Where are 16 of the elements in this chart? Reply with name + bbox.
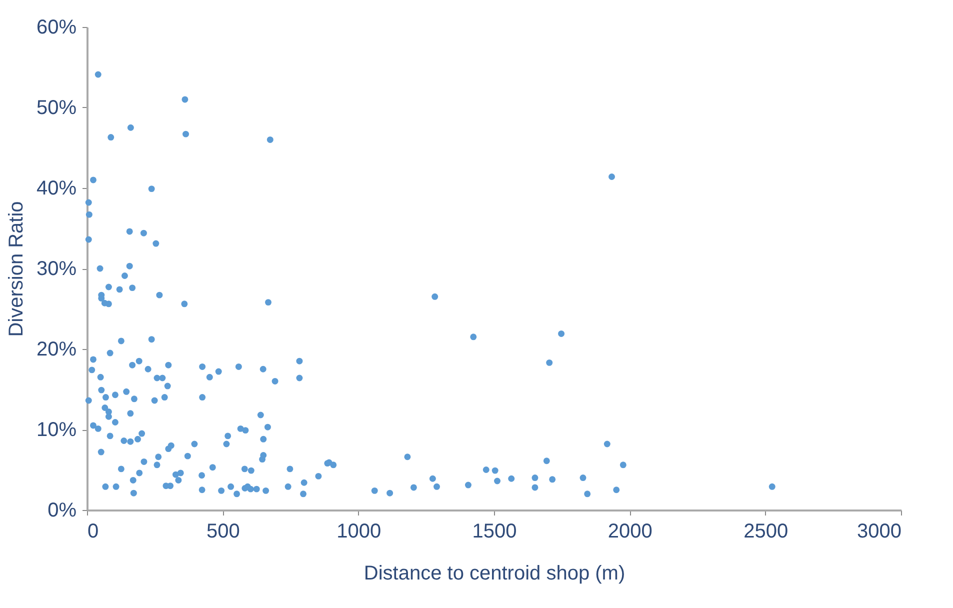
y-tick-label: 50% [36, 97, 77, 119]
x-tick-label: 1500 [472, 520, 517, 542]
y-tick-label: 40% [36, 178, 77, 200]
y-tick-label: 20% [36, 338, 77, 360]
x-tick-label: 2000 [608, 520, 652, 542]
x-tick-label: 3000 [857, 520, 902, 542]
y-tick-label: 60% [36, 16, 77, 38]
y-axis-title: Diversion Ratio [5, 201, 28, 337]
y-tick-label: 0% [48, 500, 77, 522]
x-tick-label: 0 [88, 520, 99, 542]
x-axis-title: Distance to centroid shop (m) [364, 562, 626, 584]
y-tick-label: 30% [36, 258, 77, 280]
x-tick-label: 1000 [336, 520, 382, 542]
x-tick-label: 500 [206, 520, 240, 542]
y-tick-label: 10% [36, 419, 77, 441]
x-tick-label: 2500 [744, 520, 788, 542]
